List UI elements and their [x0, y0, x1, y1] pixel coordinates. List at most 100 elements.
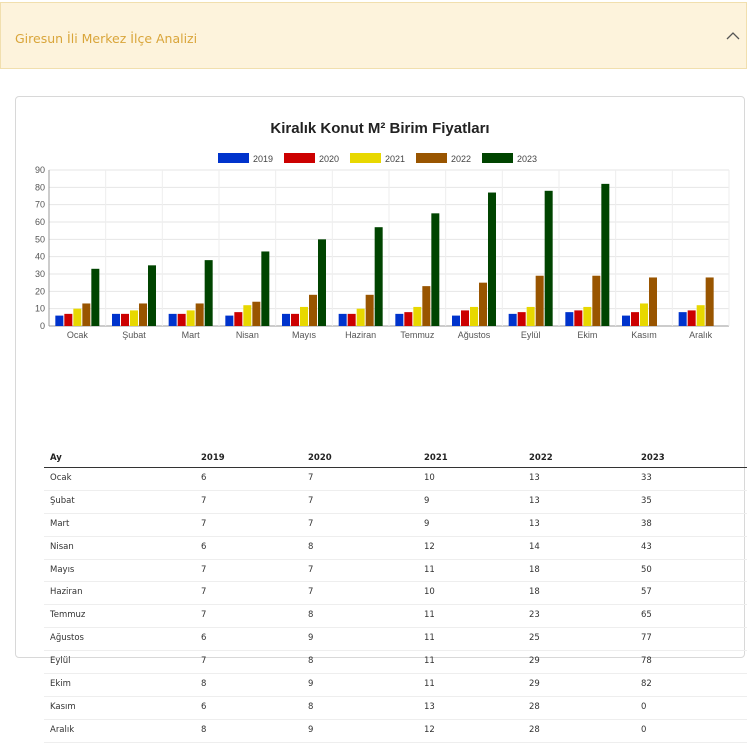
bar-2019-Ağustos — [452, 315, 460, 326]
table-cell: 7 — [201, 587, 207, 598]
table-cell: 0 — [641, 724, 647, 735]
table-cell: 11 — [424, 679, 435, 690]
bar-2021-Ocak — [73, 308, 82, 326]
x-tick-label: Haziran — [345, 330, 376, 340]
table-row: Nisan 6 8 12 14 43 — [44, 537, 747, 560]
table-cell: Mayıs — [50, 564, 75, 575]
bar-2020-Nisan — [234, 312, 243, 326]
chevron-up-icon[interactable] — [724, 27, 742, 45]
table-cell: 8 — [308, 656, 314, 667]
table-cell: 8 — [308, 701, 314, 712]
table-cell: 9 — [308, 679, 314, 690]
bar-2019-Nisan — [225, 315, 234, 326]
bar-2020-Aralık — [687, 310, 696, 326]
table-cell: 7 — [201, 656, 207, 667]
bar-2022-Temmuz — [422, 286, 431, 326]
bar-2020-Mayıs — [291, 313, 299, 326]
bar-2023-Nisan — [261, 251, 270, 326]
table-cell: 12 — [424, 724, 435, 735]
bar-2023-Eylül — [544, 190, 553, 326]
bar-2022-Aralık — [705, 277, 714, 326]
bar-2019-Kasım — [622, 315, 630, 326]
bar-2020-Ağustos — [461, 310, 469, 326]
bar-2020-Eylül — [517, 312, 526, 326]
bar-2023-Haziran — [374, 227, 383, 326]
table-cell: 0 — [641, 701, 647, 712]
table-cell: 11 — [424, 633, 435, 644]
table-cell: Kasım — [50, 701, 76, 712]
table-cell: Şubat — [50, 495, 75, 506]
bar-2019-Şubat — [112, 313, 120, 326]
x-tick-label: Eylül — [521, 330, 541, 340]
bar-2021-Mayıs — [300, 306, 308, 326]
table-cell: 13 — [529, 473, 540, 483]
table-header-cell: 2020 — [308, 453, 332, 463]
bar-2020-Şubat — [121, 313, 129, 326]
table-cell: 11 — [424, 610, 435, 621]
bar-2023-Mart — [204, 260, 213, 326]
table-cell: 11 — [424, 564, 435, 575]
table-row: Eylül 7 8 11 29 78 — [44, 651, 747, 675]
bar-2020-Temmuz — [404, 312, 413, 326]
table-cell: 9 — [424, 518, 430, 529]
bar-2021-Nisan — [243, 305, 252, 326]
legend-swatch-2021 — [350, 153, 381, 163]
legend-label-2019: 2019 — [253, 154, 273, 164]
table-cell: 50 — [641, 564, 652, 575]
bar-2023-Ocak — [91, 268, 100, 326]
table-cell: 7 — [308, 564, 314, 575]
x-tick-label: Temmuz — [400, 330, 435, 340]
y-tick-label: 70 — [35, 200, 45, 210]
table-cell: 8 — [308, 610, 314, 621]
table-cell: 18 — [529, 564, 540, 575]
y-tick-label: 80 — [35, 182, 45, 192]
table-cell: 78 — [641, 656, 652, 667]
bar-2021-Şubat — [130, 310, 138, 326]
legend-label-2023: 2023 — [517, 154, 537, 164]
table-row: Ekim 8 9 11 29 82 — [44, 674, 747, 697]
bar-2021-Ağustos — [470, 306, 478, 326]
table-cell: 7 — [201, 495, 207, 506]
table-cell: 12 — [424, 541, 435, 552]
table-row: Haziran 7 7 10 18 57 — [44, 582, 747, 606]
x-tick-label: Şubat — [122, 330, 146, 340]
bar-2020-Kasım — [631, 312, 639, 326]
bar-2021-Mart — [186, 310, 195, 326]
accordion-title: Giresun İli Merkez İlçe Analizi — [15, 31, 198, 46]
table-cell: 13 — [529, 495, 540, 506]
legend-label-2021: 2021 — [385, 154, 405, 164]
table-cell: 8 — [308, 541, 314, 552]
bar-2023-Şubat — [148, 265, 156, 326]
y-tick-label: 90 — [35, 165, 45, 175]
bar-2021-Aralık — [696, 305, 705, 326]
bar-2021-Eylül — [526, 306, 535, 326]
accordion-header[interactable]: Giresun İli Merkez İlçe Analizi — [0, 2, 747, 69]
bar-2023-Ekim — [601, 183, 610, 326]
table-header-cell: 2019 — [201, 453, 225, 463]
table-cell: 25 — [529, 633, 540, 644]
bar-2022-Mayıs — [309, 294, 317, 326]
bar-2021-Ekim — [583, 306, 592, 326]
bar-2020-Haziran — [347, 313, 356, 326]
bar-2022-Mart — [195, 303, 204, 326]
legend-swatch-2020 — [284, 153, 315, 163]
bar-2022-Ekim — [592, 275, 601, 326]
legend-swatch-2023 — [482, 153, 513, 163]
table-cell: 33 — [641, 473, 652, 483]
table-cell: Nisan — [50, 541, 74, 552]
table-cell: 9 — [308, 724, 314, 735]
table-cell: 10 — [424, 587, 435, 598]
table-cell: 7 — [201, 564, 207, 575]
table-cell: 9 — [308, 633, 314, 644]
bar-2019-Aralık — [678, 312, 687, 326]
table-cell: Ağustos — [50, 633, 84, 644]
table-header-cell: 2021 — [424, 453, 448, 463]
table-cell: Eylül — [50, 656, 71, 667]
table-cell: 9 — [424, 495, 430, 506]
table-cell: 57 — [641, 587, 652, 598]
table-header-cell: 2023 — [641, 453, 665, 463]
table-cell: 23 — [529, 610, 540, 621]
chart-card: Kiralık Konut M² Birim Fiyatları 2019 2020… — [15, 96, 747, 743]
table-row: Aralık 8 9 12 28 0 — [44, 720, 747, 743]
x-tick-label: Ekim — [577, 330, 597, 340]
